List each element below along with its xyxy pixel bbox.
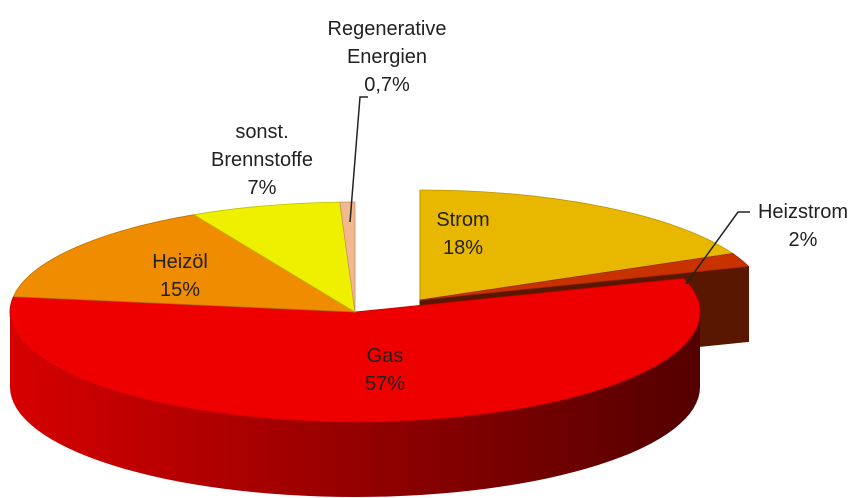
leader-line <box>349 96 368 223</box>
slice-label: Heizstrom 2% <box>743 198 863 254</box>
value-label: 15% <box>159 279 201 301</box>
category-label: Heizstrom <box>757 201 848 223</box>
category-label: Regenerative Energien <box>327 18 447 68</box>
slice-side <box>10 312 700 497</box>
slice <box>419 253 750 301</box>
value-label: 2% <box>788 229 818 251</box>
slice <box>419 189 734 301</box>
category-label: Strom <box>436 209 490 231</box>
slice-label: Strom 18% <box>403 206 523 262</box>
category-label: sonst. Brennstoffe <box>211 121 313 171</box>
slice-label: sonst. Brennstoffe 7% <box>197 118 327 202</box>
leader-line <box>685 211 750 285</box>
slice <box>12 214 356 313</box>
category-label: Heizöl <box>152 251 208 273</box>
value-label: 7% <box>247 177 277 199</box>
slice <box>9 277 701 423</box>
slice-label: Regenerative Energien 0,7% <box>317 15 457 99</box>
slices <box>9 189 750 497</box>
value-label: 18% <box>442 237 484 259</box>
value-label: 57% <box>364 373 406 395</box>
category-label: Gas <box>366 345 404 367</box>
slice-label: Heizöl 15% <box>120 248 240 304</box>
slice <box>192 201 356 313</box>
slice <box>339 201 356 313</box>
slice-label: Gas 57% <box>325 342 445 398</box>
value-label: 0,7% <box>364 74 410 96</box>
